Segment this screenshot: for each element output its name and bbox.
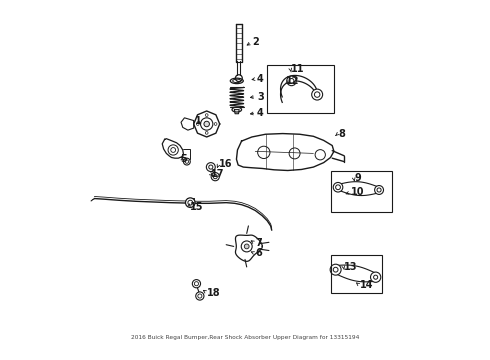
Circle shape: [330, 264, 341, 275]
Text: 10: 10: [351, 188, 365, 197]
Bar: [330, 171, 392, 212]
Circle shape: [204, 121, 209, 127]
Text: 5: 5: [180, 154, 187, 164]
Text: 14: 14: [360, 280, 373, 290]
Text: 4: 4: [257, 108, 264, 118]
Circle shape: [375, 185, 384, 194]
Text: 9: 9: [354, 173, 361, 183]
Circle shape: [183, 158, 190, 165]
Circle shape: [333, 183, 343, 192]
Circle shape: [206, 163, 215, 171]
Circle shape: [241, 241, 252, 252]
Bar: [330, 255, 382, 293]
Polygon shape: [162, 139, 183, 158]
Text: 13: 13: [344, 262, 358, 272]
Circle shape: [193, 280, 200, 288]
Circle shape: [370, 272, 381, 282]
Circle shape: [196, 292, 204, 300]
Text: 2016 Buick Regal Bumper,Rear Shock Absorber Upper Diagram for 13315194: 2016 Buick Regal Bumper,Rear Shock Absor…: [131, 334, 359, 339]
Circle shape: [200, 118, 213, 130]
Text: 4: 4: [257, 74, 264, 84]
Text: 6: 6: [255, 248, 262, 258]
Polygon shape: [194, 111, 220, 137]
Text: 8: 8: [339, 129, 345, 139]
Text: 17: 17: [211, 168, 224, 179]
Bar: [267, 65, 334, 113]
Text: 2: 2: [252, 37, 259, 47]
Polygon shape: [236, 235, 262, 261]
Text: 12: 12: [286, 76, 299, 86]
Circle shape: [245, 244, 249, 249]
Text: 11: 11: [291, 64, 305, 74]
Text: 7: 7: [255, 238, 262, 248]
Circle shape: [312, 89, 322, 100]
Text: 16: 16: [220, 159, 233, 169]
Bar: [182, 149, 190, 159]
Text: 15: 15: [190, 202, 203, 212]
Circle shape: [287, 76, 296, 86]
Text: 3: 3: [257, 92, 264, 102]
Circle shape: [211, 172, 220, 181]
Circle shape: [186, 198, 195, 207]
Text: 1: 1: [196, 116, 202, 126]
Polygon shape: [237, 134, 334, 171]
Text: 18: 18: [207, 288, 221, 298]
